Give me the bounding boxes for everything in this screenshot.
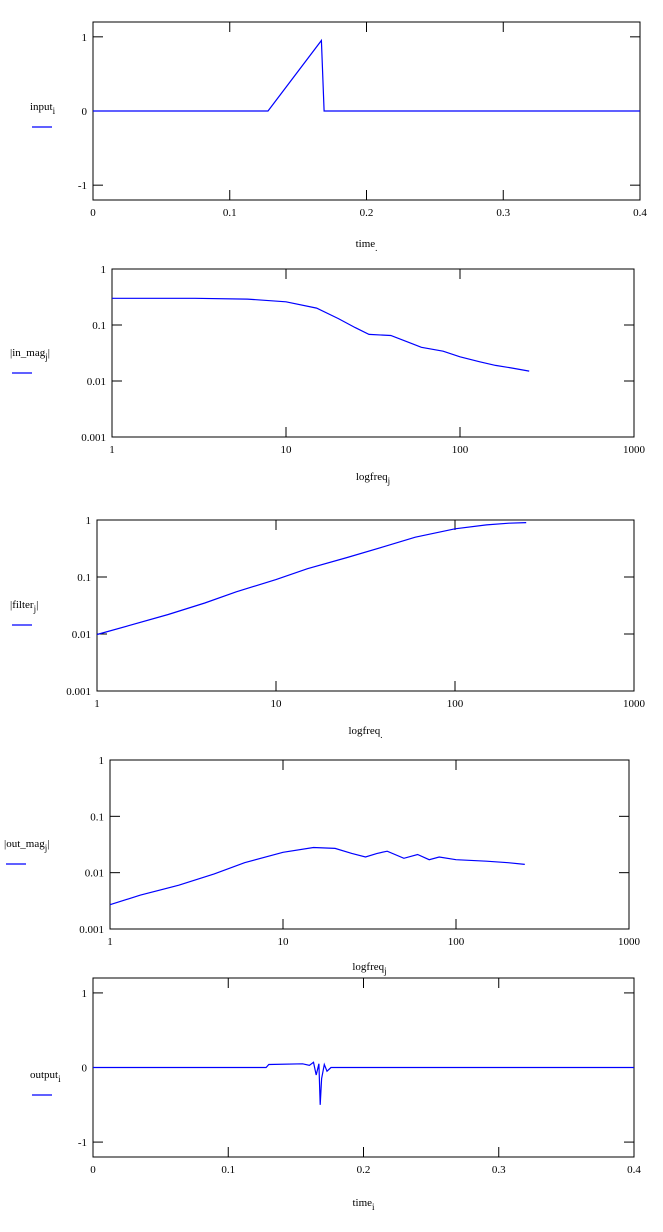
series-line (93, 38, 640, 112)
y-tick-label: 1 (82, 988, 88, 1000)
y-axis-title: inputi (30, 101, 56, 116)
y-axis-title-text: input (30, 101, 53, 113)
y-axis-title-text: |filter (10, 599, 34, 611)
x-tick-label: 1 (94, 698, 100, 710)
chart-panel-4: 1 10 100 10000.0010.010.11|out_magj|logfreq… (4, 755, 641, 976)
x-tick-label: 0.1 (221, 1164, 235, 1176)
y-tick-label: 0.001 (66, 686, 91, 698)
x-axis-title-subscript: j (387, 476, 391, 486)
y-tick-label: 0.001 (81, 432, 106, 444)
series-line (93, 1061, 634, 1105)
x-tick-label: 1 (109, 444, 115, 456)
y-tick-label: 0 (82, 106, 88, 118)
chart-panel-1: 0 0.1 0.2 0.3 0.4 -1 0 1 inputi time. (30, 21, 647, 253)
series-line (109, 846, 525, 906)
y-axis-title: |filterj| (10, 599, 38, 614)
y-tick-label: 0.01 (85, 868, 104, 880)
plot-frame (109, 759, 630, 930)
plot-frame (96, 519, 635, 692)
plot-frame (111, 268, 635, 438)
x-axis-title-text: logfreq (348, 725, 380, 737)
series-line (96, 522, 527, 636)
x-tick-label: 100 (452, 444, 469, 456)
x-tick-label: 0.2 (357, 1164, 371, 1176)
y-tick-label: 0 (82, 1063, 88, 1075)
y-axis-title-subscript: j (44, 843, 48, 853)
x-tick-label: 0.4 (627, 1164, 641, 1176)
y-axis-title-suffix: | (48, 347, 50, 359)
y-axis-title-suffix: | (47, 838, 49, 850)
x-tick-label: 0 (90, 207, 96, 219)
y-axis-title: |in_magj| (10, 347, 50, 362)
x-axis-title: logfreqj (352, 961, 386, 976)
x-tick-label: 1000 (623, 698, 646, 710)
x-tick-label: 0.2 (360, 207, 374, 219)
y-tick-label: 0.001 (79, 924, 104, 936)
y-tick-label: 1 (99, 755, 105, 767)
x-axis-title-subscript: . (375, 243, 377, 253)
x-tick-label: 10 (281, 444, 293, 456)
x-axis-title-subscript: . (380, 730, 382, 740)
y-tick-label: 0.1 (77, 572, 91, 584)
x-tick-label: 0.1 (223, 207, 237, 219)
y-tick-label: 0.01 (87, 376, 106, 388)
y-axis-title-text: |in_mag (10, 347, 46, 359)
x-tick-label: 1000 (623, 444, 646, 456)
y-tick-label: 1 (82, 32, 88, 44)
x-axis-title-subscript: i (372, 1202, 375, 1212)
x-axis-title: timei (352, 1197, 375, 1212)
x-axis-title: logfreqj (356, 471, 390, 486)
y-axis-title-subscript: j (33, 604, 37, 614)
x-tick-label: 100 (448, 936, 465, 948)
series-line (112, 297, 530, 372)
y-axis-title: outputi (30, 1069, 61, 1084)
y-tick-label: 1 (86, 515, 92, 527)
x-tick-label: 0.3 (496, 207, 510, 219)
y-tick-label: 0.01 (72, 629, 91, 641)
y-axis-title-subscript: j (44, 352, 48, 362)
x-tick-label: 0.4 (633, 207, 647, 219)
y-tick-label: 0.1 (90, 811, 104, 823)
y-tick-label: 0.1 (92, 320, 106, 332)
x-axis-title-subscript: j (383, 966, 387, 976)
y-axis-title-subscript: i (53, 106, 56, 116)
x-axis-title: logfreq. (348, 725, 382, 740)
chart-panel-3: 1 10 100 1000 0.001 0.01 0.1 1 |filterj| logfreq. (10, 515, 646, 740)
x-axis-title: time. (356, 238, 378, 253)
y-axis-title: |out_magj| (4, 838, 49, 853)
x-axis-title-text: logfreq (352, 961, 384, 973)
x-tick-label: 0 (90, 1164, 96, 1176)
y-tick-label: -1 (78, 180, 87, 192)
x-axis-title-text: time (352, 1197, 372, 1209)
y-axis-title-subscript: i (58, 1074, 61, 1084)
x-axis-title-text: time (356, 238, 376, 250)
y-axis-title-text: |out_mag (4, 838, 45, 850)
y-axis-title-text: output (30, 1069, 58, 1081)
x-tick-label: 10 (278, 936, 290, 948)
y-tick-label: 1 (101, 264, 107, 276)
x-tick-label: 1000 (618, 936, 641, 948)
x-tick-label: 1 (107, 936, 113, 948)
x-axis-title-text: logfreq (356, 471, 388, 483)
x-tick-label: 10 (271, 698, 283, 710)
y-tick-label: -1 (78, 1137, 87, 1149)
x-tick-label: 0.3 (492, 1164, 506, 1176)
y-axis-title-suffix: | (36, 599, 38, 611)
x-tick-label: 100 (447, 698, 464, 710)
